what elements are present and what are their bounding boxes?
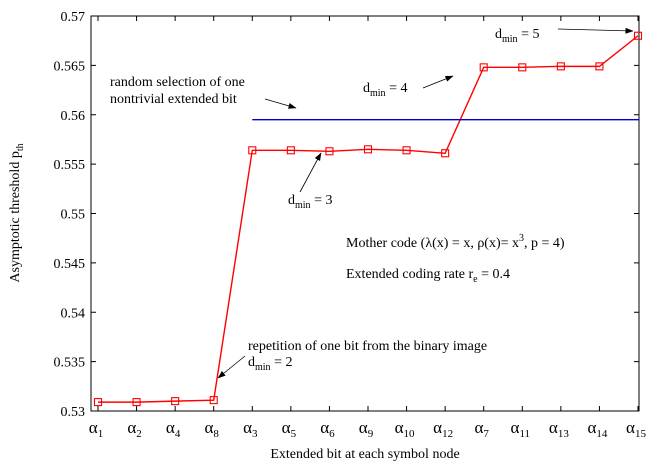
annotation-random-selection-line1: random selection of one xyxy=(110,75,245,90)
y-tick-label: 0.57 xyxy=(61,10,86,25)
y-tick-label: 0.56 xyxy=(61,109,86,124)
y-tick-label: 0.565 xyxy=(54,59,86,74)
x-tick-label: α6 xyxy=(320,418,335,440)
x-tick-label: α11 xyxy=(511,418,531,440)
ticks: 0.53 0.535 0.54 0.545 0.55 0.555 0.56 0.565 0.57… xyxy=(54,10,647,440)
x-tick-label: α15 xyxy=(626,418,646,440)
data-point xyxy=(286,146,295,155)
data-point xyxy=(633,31,643,40)
annotation-arrow-dmin2 xyxy=(217,355,246,379)
x-tick-label: α8 xyxy=(205,418,220,440)
annotation-random-selection-line2: nontrivial extended bit xyxy=(110,92,237,107)
y-tick-label: 0.555 xyxy=(54,158,86,173)
annotation-mother-code: Mother code (λ(x) = x, ρ(x)= x3, p = 4) xyxy=(346,233,565,251)
data-point xyxy=(209,396,218,405)
annotation-dmin3: dmin = 3 xyxy=(288,193,332,211)
data-point xyxy=(556,62,565,71)
data-point xyxy=(479,63,488,72)
annotation-dmin2: dmin = 2 xyxy=(248,355,292,373)
x-tick-label: α3 xyxy=(243,418,258,440)
annotation-arrow-dmin5 xyxy=(557,27,634,34)
annotation-arrow-dmin4 xyxy=(422,75,454,89)
annotation-arrow-random xyxy=(264,98,297,109)
data-point xyxy=(325,147,334,156)
y-tick-label: 0.55 xyxy=(61,208,86,223)
annotation-dmin5: dmin = 5 xyxy=(495,27,539,45)
x-tick-label: α12 xyxy=(433,418,453,440)
x-tick-label: α13 xyxy=(549,418,569,440)
x-tick-label: α7 xyxy=(475,418,490,440)
x-tick-label: α9 xyxy=(359,418,374,440)
data-point xyxy=(441,149,450,158)
data-point xyxy=(363,145,373,154)
y-tick-label: 0.53 xyxy=(61,405,86,420)
x-axis-label: Extended bit at each symbol node xyxy=(270,447,459,462)
x-tick-label: α2 xyxy=(127,418,141,440)
data-point xyxy=(93,398,103,407)
annotation-dmin4: dmin = 4 xyxy=(363,81,407,99)
y-axis-label: Asymptotic threshold pth xyxy=(8,143,26,282)
annotation-extended-rate: Extended coding rate re = 0.4 xyxy=(346,267,510,285)
series xyxy=(93,31,643,407)
data-point xyxy=(518,63,527,72)
y-tick-label: 0.535 xyxy=(54,356,86,371)
y-tick-label: 0.54 xyxy=(61,306,86,321)
data-point xyxy=(595,62,604,71)
x-tick-label: α14 xyxy=(587,418,607,440)
annotation-repetition: repetition of one bit from the binary im… xyxy=(248,339,487,354)
x-tick-label: α5 xyxy=(282,418,297,440)
annotation-arrow-dmin3 xyxy=(299,152,322,193)
data-point xyxy=(132,398,141,407)
x-tick-label: α1 xyxy=(89,418,103,440)
x-tick-label: α4 xyxy=(166,418,181,440)
series-line-0 xyxy=(98,35,639,403)
data-point xyxy=(171,397,180,406)
x-tick-label: α10 xyxy=(395,418,415,440)
data-point xyxy=(402,146,411,155)
y-tick-label: 0.545 xyxy=(54,257,86,272)
data-point xyxy=(248,146,257,155)
